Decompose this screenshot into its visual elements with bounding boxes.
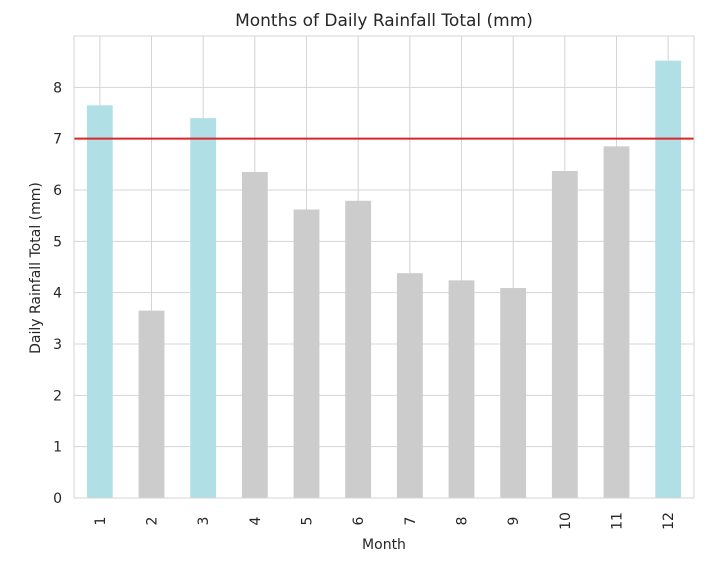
plot-frame xyxy=(73,35,695,499)
x-tick-label: 10 xyxy=(558,512,574,530)
x-tick-label: 9 xyxy=(506,517,522,526)
grid xyxy=(74,36,694,499)
y-tick-label: 8 xyxy=(53,80,62,96)
bar-month-2 xyxy=(138,310,165,498)
x-tick-label: 7 xyxy=(403,517,419,526)
chart-title: Months of Daily Rainfall Total (mm) xyxy=(235,11,533,31)
x-tick-label: 4 xyxy=(248,516,264,525)
bar-month-1 xyxy=(86,105,113,499)
x-axis-label: Month xyxy=(362,537,406,553)
bar-month-6 xyxy=(345,200,372,498)
x-tick-labels: 1 2 3 4 5 6 7 8 9 10 11 12 xyxy=(93,512,677,530)
bar-month-5 xyxy=(293,209,320,499)
x-tick-label: 12 xyxy=(661,512,677,530)
y-tick-label: 0 xyxy=(53,491,62,507)
x-tick-label: 3 xyxy=(196,517,212,526)
x-tick-label: 8 xyxy=(455,517,471,526)
bar-month-9 xyxy=(500,288,527,498)
bar-month-3 xyxy=(190,118,217,498)
bar-month-10 xyxy=(551,171,578,499)
bars xyxy=(86,60,682,499)
x-tick-label: 5 xyxy=(300,517,316,526)
bar-month-7 xyxy=(396,273,423,498)
x-tick-label: 1 xyxy=(93,517,109,526)
bar-month-12 xyxy=(655,60,682,498)
y-tick-label: 2 xyxy=(53,388,62,404)
y-tick-label: 1 xyxy=(53,440,62,456)
bar-month-8 xyxy=(448,280,475,498)
y-tick-label: 7 xyxy=(53,132,62,148)
bar-month-11 xyxy=(603,146,630,498)
y-axis-label: Daily Rainfall Total (mm) xyxy=(28,182,44,354)
y-tick-label: 4 xyxy=(53,286,62,302)
x-tick-label: 11 xyxy=(610,512,626,530)
y-tick-labels: 0 1 2 3 4 5 6 7 8 xyxy=(53,80,62,507)
y-tick-label: 3 xyxy=(53,337,62,353)
x-tick-label: 6 xyxy=(351,516,367,525)
bar-month-4 xyxy=(241,172,268,499)
y-tick-label: 5 xyxy=(53,234,62,250)
y-tick-label: 6 xyxy=(53,183,62,199)
x-tick-label: 2 xyxy=(145,517,161,526)
